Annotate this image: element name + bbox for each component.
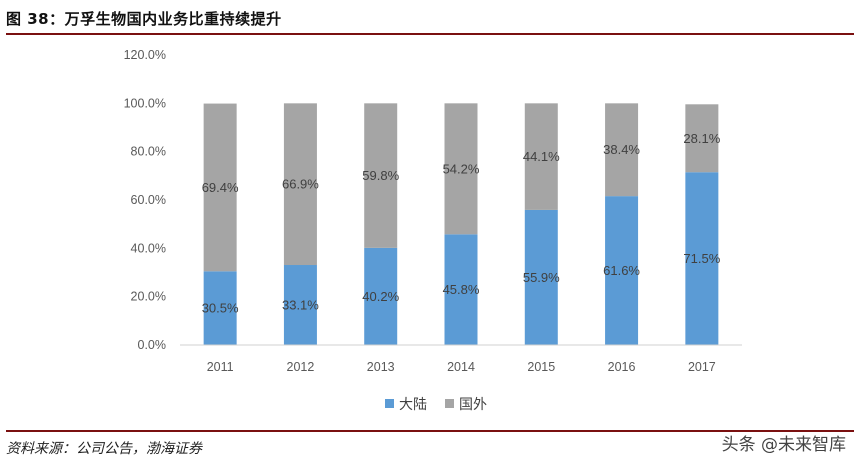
- legend-swatch: [385, 399, 394, 408]
- data-label: 45.8%: [443, 282, 480, 297]
- y-tick-label: 20.0%: [131, 290, 166, 304]
- legend-label: 大陆: [399, 397, 427, 413]
- bar-mainland: [685, 172, 719, 345]
- source-note: 资料来源：公司公告，渤海证券: [6, 441, 202, 457]
- bar-overseas: [203, 103, 237, 272]
- y-tick-label: 120.0%: [124, 48, 166, 62]
- bar-mainland: [524, 209, 558, 345]
- watermark: 头条 @未来智库: [721, 435, 846, 455]
- bar-mainland: [605, 196, 639, 345]
- x-tick-label: 2012: [287, 360, 315, 374]
- y-tick-label: 40.0%: [131, 241, 166, 255]
- y-tick-label: 100.0%: [124, 96, 166, 110]
- bar-mainland: [283, 265, 317, 345]
- x-tick-label: 2015: [527, 360, 555, 374]
- bar-mainland: [444, 234, 478, 345]
- data-label: 55.9%: [523, 270, 560, 285]
- bar-overseas: [283, 103, 317, 266]
- data-label: 28.1%: [683, 131, 720, 146]
- y-tick-label: 0.0%: [138, 338, 167, 352]
- stacked-bar-chart: 0.0% 20.0% 40.0% 60.0% 80.0% 100.0% 120.0% 30.5…: [124, 48, 742, 413]
- bottom-rule: [6, 430, 854, 432]
- x-tick-label: 2014: [447, 360, 475, 374]
- bar-overseas: [524, 103, 558, 210]
- legend-label: 国外: [459, 397, 487, 413]
- data-label: 54.2%: [443, 161, 480, 176]
- y-tick-label: 60.0%: [131, 193, 166, 207]
- legend-swatch: [445, 399, 454, 408]
- data-label: 71.5%: [683, 251, 720, 266]
- data-label: 40.2%: [362, 289, 399, 304]
- figure-title: 图 38：万孚生物国内业务比重持续提升: [6, 10, 282, 28]
- y-tick-label: 80.0%: [131, 145, 166, 159]
- x-tick-label: 2016: [608, 360, 636, 374]
- x-tick-label: 2013: [367, 360, 395, 374]
- bar-overseas: [685, 104, 719, 173]
- data-label: 30.5%: [202, 301, 239, 316]
- data-label: 44.1%: [523, 149, 560, 164]
- data-label: 59.8%: [362, 168, 399, 183]
- bar-mainland: [203, 271, 237, 345]
- x-tick-label: 2017: [688, 360, 716, 374]
- bar-overseas: [364, 103, 398, 248]
- data-label: 66.9%: [282, 177, 319, 192]
- data-label: 69.4%: [202, 180, 239, 195]
- data-label: 38.4%: [603, 142, 640, 157]
- bar-overseas: [444, 103, 478, 235]
- bar-overseas: [605, 103, 639, 197]
- data-label: 61.6%: [603, 263, 640, 278]
- top-rule: [6, 33, 854, 35]
- bar-mainland: [364, 247, 398, 345]
- data-label: 33.1%: [282, 298, 319, 313]
- x-tick-label: 2011: [207, 360, 234, 374]
